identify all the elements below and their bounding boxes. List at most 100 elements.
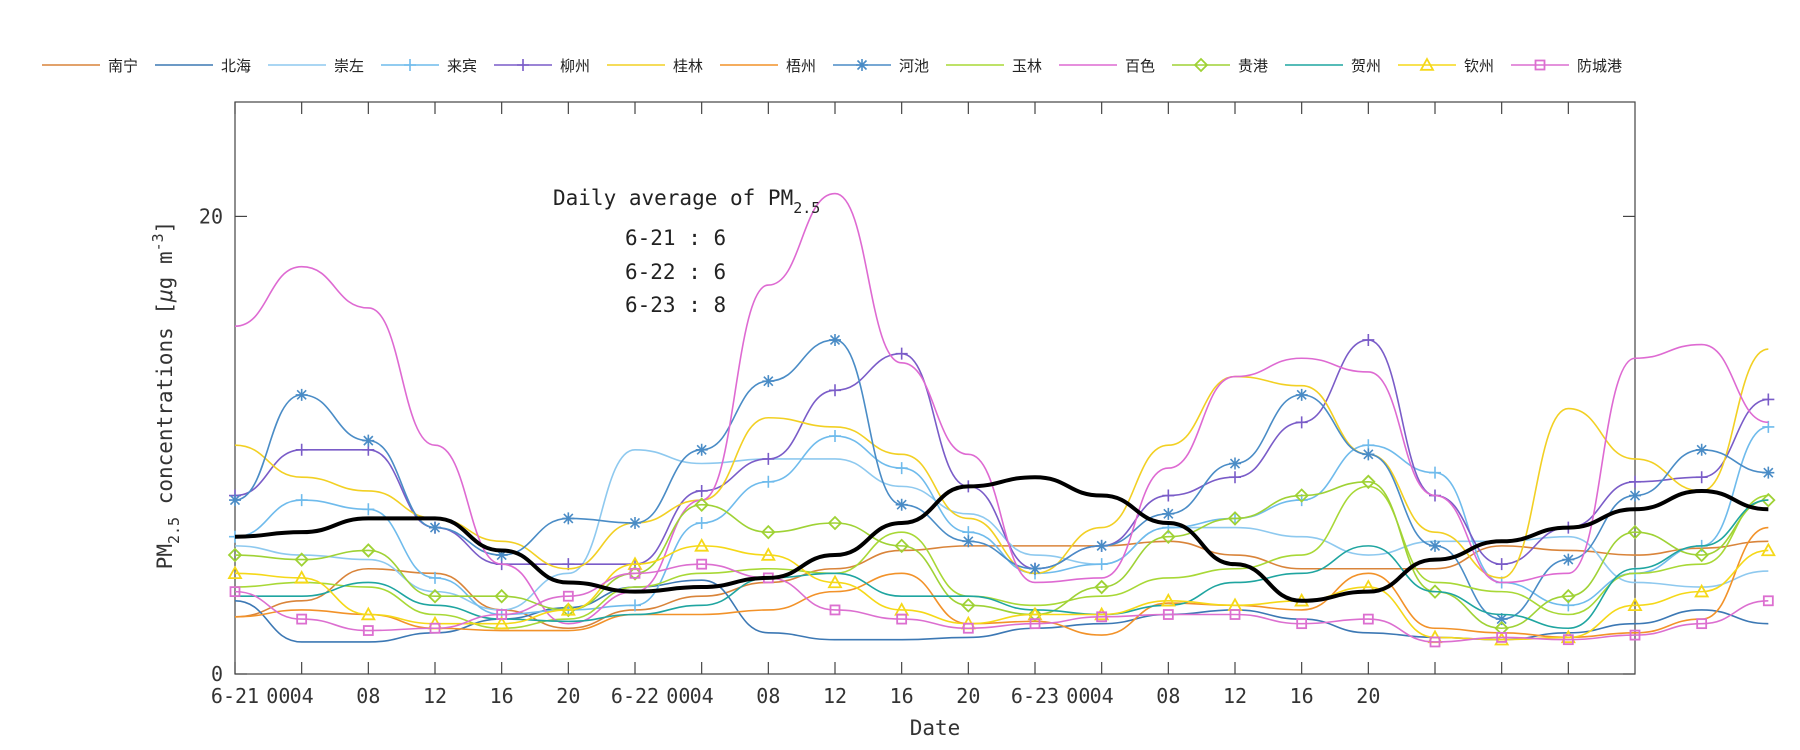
legend-label: 贵港 [1238, 57, 1268, 75]
data-point [1429, 466, 1441, 479]
data-point [1294, 488, 1309, 503]
data-point [1495, 558, 1508, 571]
series-regional-average [234, 475, 1769, 603]
data-point [1696, 618, 1708, 630]
legend-entry: 北海 [155, 57, 251, 75]
data-point [827, 515, 843, 531]
data-point [1027, 607, 1043, 622]
data-point [429, 571, 441, 584]
data-point [829, 333, 841, 346]
data-point [856, 59, 868, 71]
data-point [295, 388, 308, 401]
annotation-line-3: 6-23 : 8 [625, 293, 726, 317]
data-point [1762, 595, 1774, 607]
data-point [494, 588, 509, 604]
data-point [1427, 584, 1443, 599]
legend-label: 南宁 [108, 57, 138, 75]
series-0 [234, 540, 1769, 630]
legend: 南宁 北海 崇左 来宾 柳州 桂林 梧州 河池 玉林 百色 贵港 贺州 钦州 防城港 [42, 57, 1622, 75]
series-line [234, 540, 1769, 630]
annotation-line-1: 6-21 : 6 [625, 226, 726, 250]
data-point [362, 503, 375, 516]
x-tick-label: 08 [356, 684, 380, 708]
data-point [1296, 618, 1308, 630]
data-point [1162, 507, 1175, 520]
legend-entry: 钦州 [1398, 57, 1494, 75]
data-point [1029, 618, 1041, 630]
data-point [229, 586, 241, 598]
data-point [517, 59, 529, 71]
data-point [1162, 609, 1174, 620]
x-tick-label: 20 [556, 684, 580, 708]
data-point [1295, 416, 1308, 429]
data-point [1193, 57, 1209, 73]
legend-entry: 梧州 [720, 57, 816, 75]
data-point [895, 498, 908, 511]
legend-label: 柳州 [560, 57, 590, 75]
data-point [629, 567, 641, 579]
series-line [234, 526, 1769, 639]
x-tick-label: 04 [690, 684, 714, 708]
data-point [562, 512, 575, 525]
data-point [362, 625, 374, 636]
x-tick-label: 12 [1223, 684, 1247, 708]
legend-label: 钦州 [1464, 57, 1494, 75]
data-point [1760, 542, 1776, 557]
series-line [234, 475, 1769, 603]
data-point [1629, 629, 1641, 641]
data-point [962, 622, 974, 634]
series-line [234, 192, 1769, 625]
data-point [296, 613, 308, 625]
data-point [1561, 588, 1576, 604]
data-point [1094, 606, 1110, 621]
legend-entry: 玉林 [946, 57, 1042, 75]
data-point [1429, 539, 1441, 552]
data-point [427, 588, 443, 604]
data-point [1496, 631, 1508, 643]
data-point [294, 552, 309, 567]
x-tick-label: 16 [490, 684, 514, 708]
series-7 [229, 333, 1775, 626]
data-point [1694, 547, 1709, 563]
data-point [695, 443, 708, 456]
legend-label: 防城港 [1577, 57, 1622, 75]
data-point [694, 497, 709, 512]
plot-area-frame [234, 101, 1636, 675]
y-axis-title: PM2.5 concentrations [μg m-3] [149, 221, 183, 570]
x-tick-label: 04 [1090, 684, 1114, 708]
legend-label: 玉林 [1012, 57, 1042, 75]
data-point [1162, 489, 1175, 502]
data-point [1429, 636, 1441, 648]
data-point [762, 452, 775, 465]
x-axis-title: Date [910, 716, 961, 740]
legend-label: 来宾 [447, 57, 477, 75]
data-point [1694, 583, 1710, 598]
data-point [961, 598, 976, 613]
data-point [227, 565, 243, 580]
data-point [494, 615, 510, 630]
data-point [227, 547, 243, 563]
legend-label: 北海 [221, 57, 251, 75]
annotation-title: Daily average of PM2.5 [553, 186, 820, 217]
data-point [827, 574, 843, 589]
annotation-line-2: 6-22 : 6 [625, 260, 726, 284]
data-point [695, 516, 708, 529]
data-point [1229, 609, 1241, 620]
legend-label: 百色 [1125, 57, 1155, 75]
data-point [1095, 539, 1108, 552]
data-point [629, 516, 641, 529]
data-point [1761, 492, 1776, 508]
data-point [496, 609, 508, 620]
series-layer [227, 192, 1776, 648]
data-point [362, 434, 375, 447]
x-tick-label: 08 [756, 684, 780, 708]
data-point [761, 524, 776, 540]
legend-entry: 贵港 [1172, 57, 1268, 75]
data-point [1362, 333, 1375, 346]
data-point [896, 613, 908, 625]
legend-entry: 柳州 [494, 57, 590, 75]
data-point [962, 535, 975, 548]
series-8 [234, 485, 1769, 630]
data-point [829, 384, 841, 397]
data-point [1560, 629, 1576, 644]
